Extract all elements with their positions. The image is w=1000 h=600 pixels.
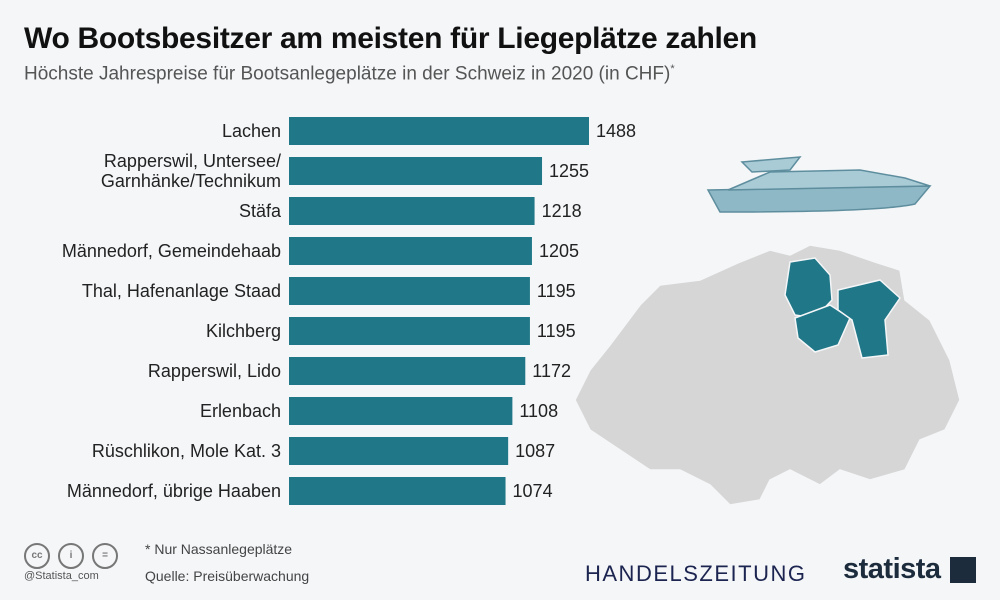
bar-value-label: 1172 (532, 361, 571, 381)
handelszeitung-logo: HANDELSZEITUNG (585, 561, 807, 586)
switzerland-map (574, 244, 961, 506)
bar-value-label: 1074 (513, 481, 553, 501)
bar-value-label: 1255 (549, 161, 589, 181)
category-label: Männedorf, Gemeindehaab (62, 241, 281, 261)
bar (289, 197, 535, 225)
subtitle-text: Höchste Jahrespreise für Bootsanlegeplät… (24, 63, 671, 85)
category-label: Thal, Hafenanlage Staad (82, 281, 281, 301)
boat-icon (706, 156, 932, 213)
bar (289, 317, 530, 345)
bar (289, 357, 526, 385)
category-label: Stäfa (239, 201, 282, 221)
cc-icon: cc (24, 543, 50, 569)
bar (289, 397, 513, 425)
subtitle-footnote-mark: * (670, 63, 675, 75)
category-label: Rapperswil, Lido (148, 361, 281, 381)
bar (289, 157, 543, 185)
bar-value-label: 1205 (539, 241, 579, 261)
bar (289, 277, 530, 305)
category-label: Rüschlikon, Mole Kat. 3 (92, 441, 281, 461)
bar (289, 117, 589, 145)
category-label: Rapperswil, Untersee/Garnhänke/Technikum (101, 151, 281, 191)
chart-subtitle: Höchste Jahrespreise für Bootsanlegeplät… (24, 63, 675, 85)
category-label: Männedorf, übrige Haaben (67, 481, 281, 501)
category-label: Kilchberg (206, 321, 281, 341)
by-icon: i (58, 543, 84, 569)
category-label: Erlenbach (200, 401, 281, 421)
bar (289, 477, 506, 505)
chart-title: Wo Bootsbesitzer am meisten für Liegeplä… (24, 22, 757, 55)
bar (289, 437, 509, 465)
source: Quelle: Preisüberwachung (145, 568, 310, 584)
statista-handle[interactable]: @Statista_com (24, 570, 99, 582)
statista-logo: statista (843, 553, 941, 585)
bar-value-label: 1488 (596, 121, 636, 141)
statista-logo-icon (950, 557, 976, 583)
bar-value-label: 1108 (519, 401, 558, 421)
category-label: Lachen (222, 121, 281, 141)
footnote: * Nur Nassanlegeplätze (145, 541, 293, 557)
bar-value-label: 1218 (542, 201, 582, 221)
bar-value-label: 1195 (537, 281, 576, 301)
bar-value-label: 1195 (537, 321, 576, 341)
bar-value-label: 1087 (515, 441, 555, 461)
bar (289, 237, 532, 265)
nd-icon: = (92, 543, 118, 569)
